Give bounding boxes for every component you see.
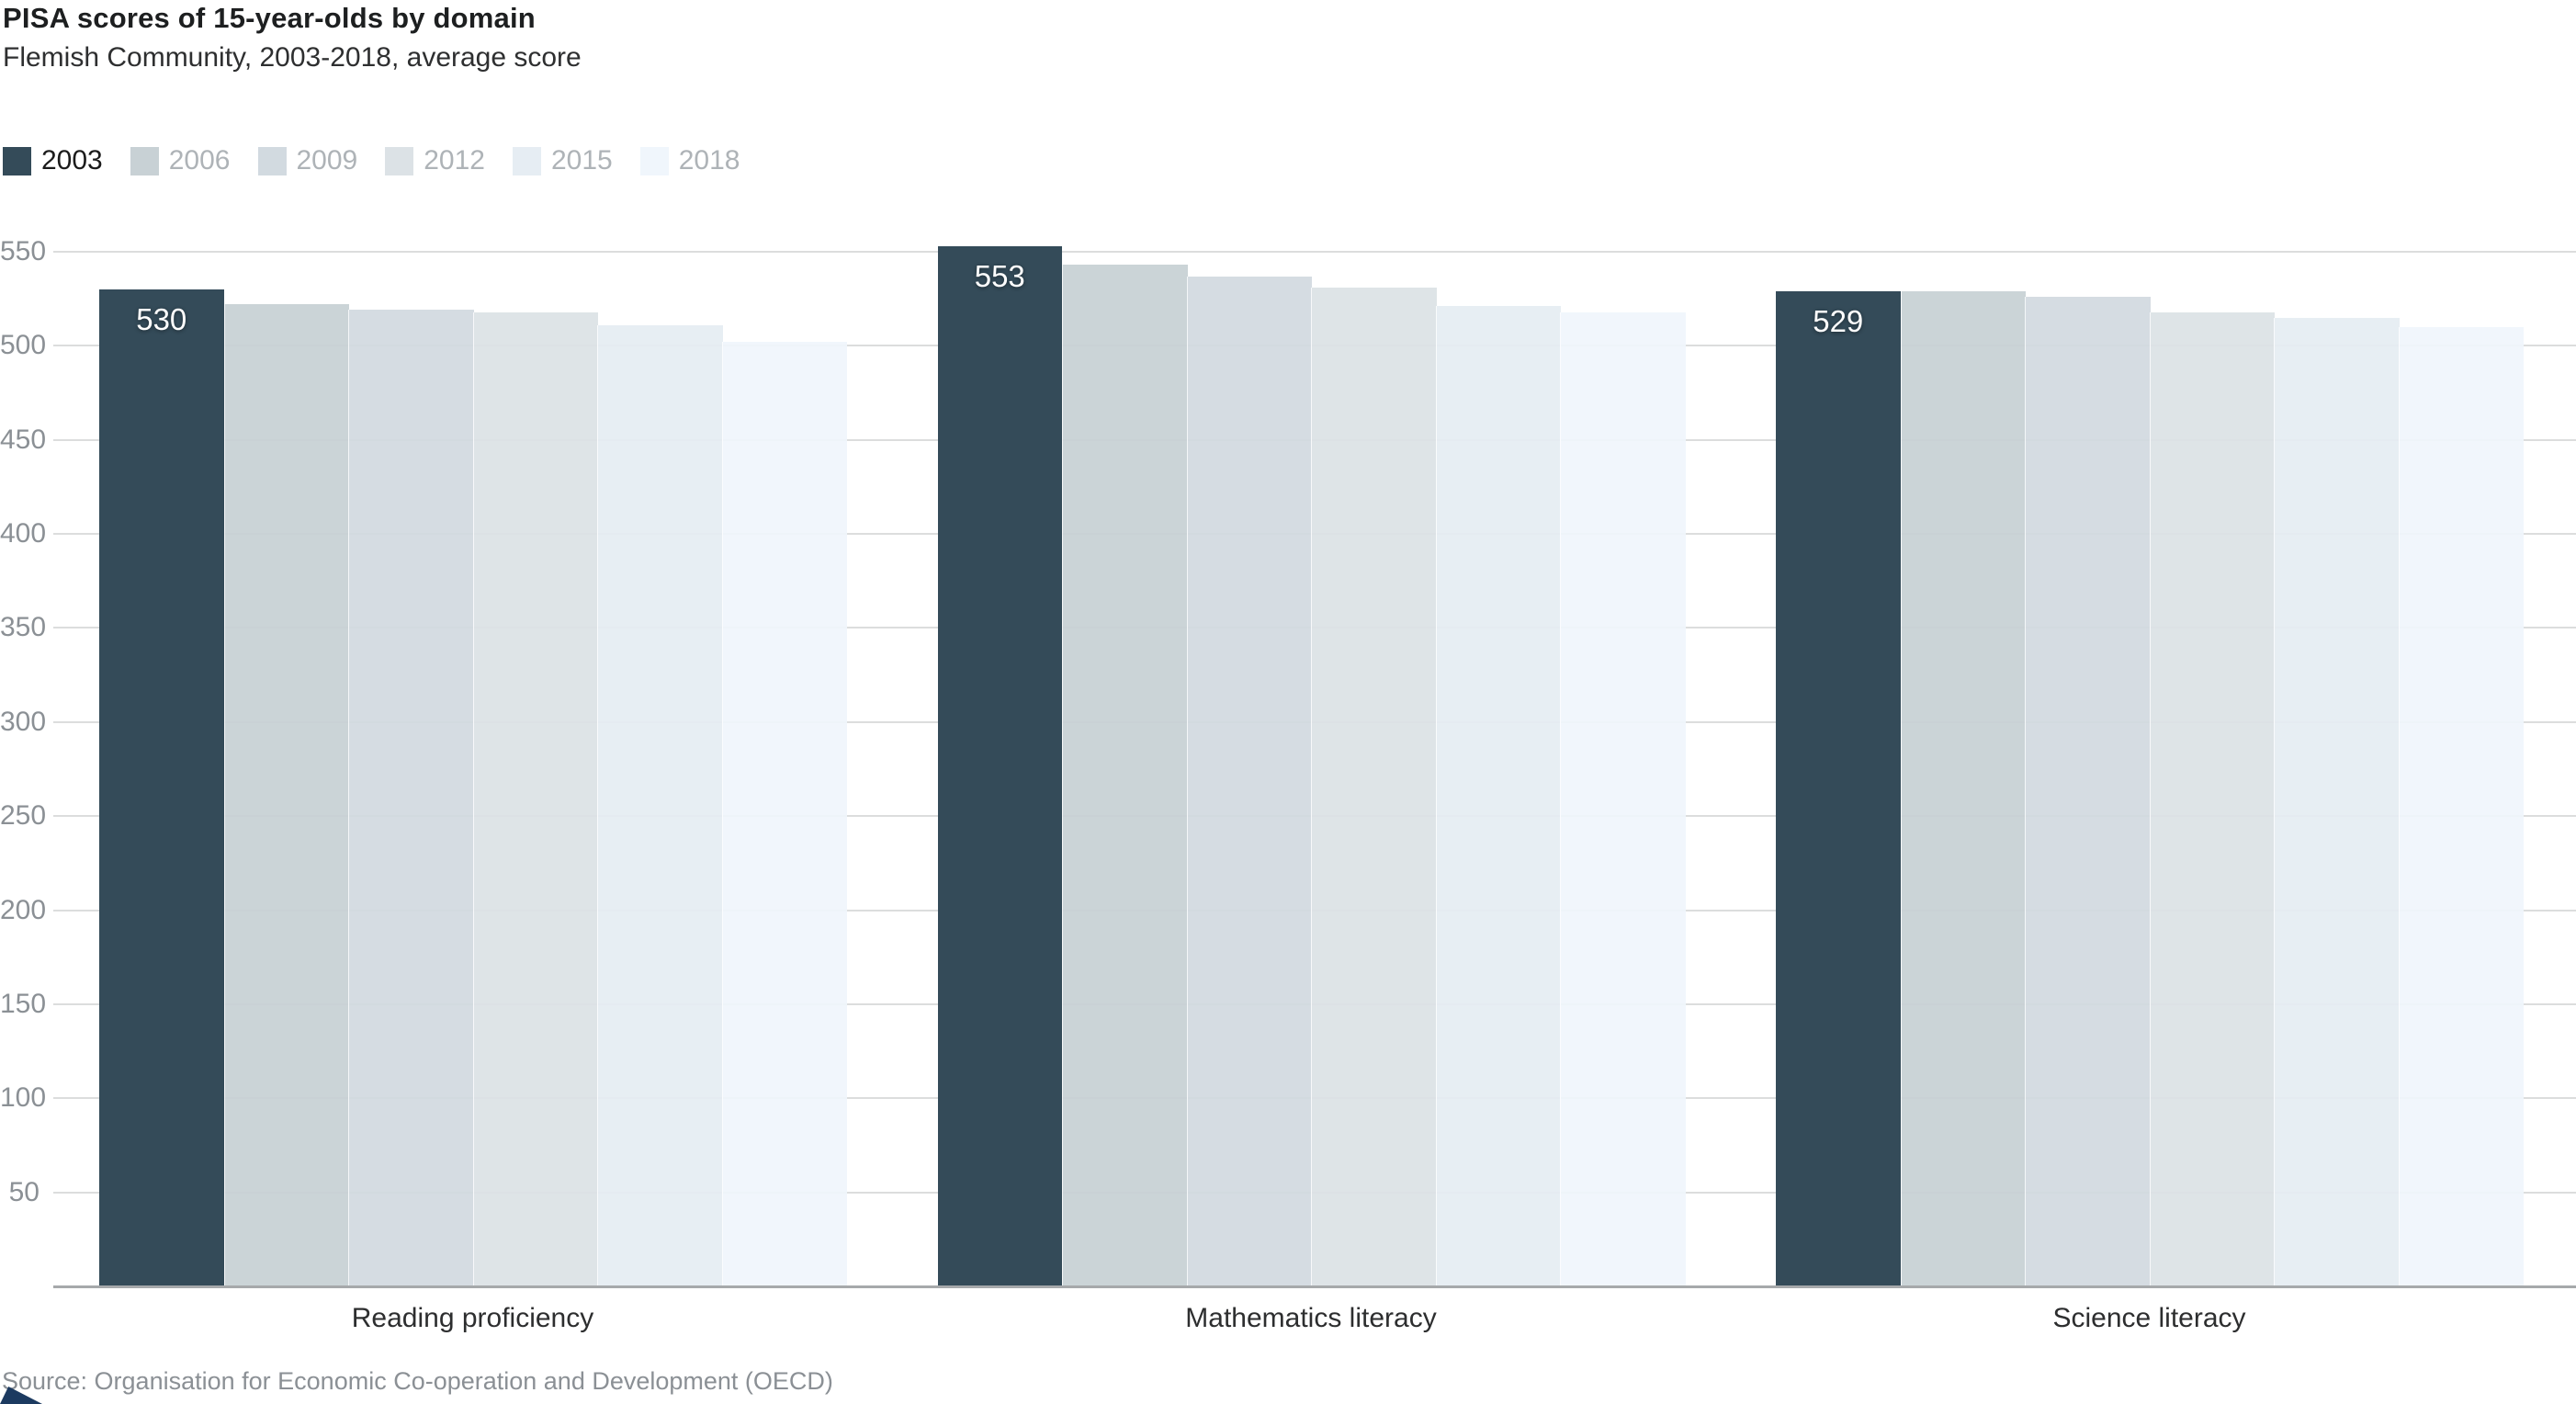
gridline-550 [53, 251, 2576, 253]
bar-2006-mathematics-literacy[interactable] [1062, 265, 1188, 1286]
legend-item-2009: 2009 [257, 145, 358, 176]
bar-2018-reading-proficiency[interactable] [721, 342, 847, 1286]
x-axis-label-reading-proficiency: Reading proficiency [351, 1303, 594, 1333]
bar-2012-mathematics-literacy[interactable] [1311, 287, 1437, 1286]
y-tick-label-450: 450 [0, 424, 47, 455]
x-axis-label-mathematics-literacy: Mathematics literacy [1185, 1303, 1437, 1333]
legend-label-2006: 2006 [168, 145, 231, 176]
x-axis-baseline [53, 1285, 2576, 1288]
y-tick-label-550: 550 [0, 236, 47, 266]
legend-label-2009: 2009 [296, 145, 358, 176]
legend-label-2003: 2003 [41, 145, 103, 176]
y-tick-label-100: 100 [0, 1082, 47, 1114]
bar-2009-science-literacy[interactable] [2025, 297, 2151, 1286]
y-tick-label-200: 200 [0, 894, 47, 925]
y-tick-label-400: 400 [0, 518, 47, 549]
legend-item-2012: 2012 [385, 145, 485, 176]
y-tick-label-50: 50 [8, 1176, 40, 1207]
bar-2015-reading-proficiency[interactable] [597, 324, 723, 1286]
bar-2015-mathematics-literacy[interactable] [1435, 306, 1561, 1286]
y-tick-label-300: 300 [0, 706, 47, 737]
bar-2006-reading-proficiency[interactable] [223, 304, 349, 1286]
bar-value-label: 529 [1813, 303, 1864, 338]
legend-label-2018: 2018 [678, 145, 740, 176]
source-note: Source: Organisation for Economic Co-ope… [2, 1367, 833, 1395]
chart-title: PISA scores of 15-year-olds by domain [3, 2, 536, 34]
legend-swatch-2009 [257, 146, 287, 176]
y-tick-label-500: 500 [0, 330, 47, 361]
legend-label-2015: 2015 [551, 145, 613, 176]
legend-swatch-2006 [130, 146, 159, 176]
bar-2003-science-literacy[interactable]: 529 [1776, 290, 1901, 1286]
y-tick-label-350: 350 [0, 612, 47, 643]
y-tick-label-150: 150 [0, 988, 47, 1019]
bar-2012-science-literacy[interactable] [2149, 311, 2275, 1286]
bar-2003-reading-proficiency[interactable]: 530 [99, 289, 224, 1286]
bar-2009-reading-proficiency[interactable] [348, 310, 474, 1286]
legend-item-2006: 2006 [130, 145, 231, 176]
legend: 2003 2006 2009 2012 2015 2018 [3, 145, 740, 176]
legend-item-2015: 2015 [513, 145, 613, 176]
x-axis-label-science-literacy: Science literacy [2052, 1303, 2246, 1333]
legend-label-2012: 2012 [424, 145, 485, 176]
legend-swatch-2003 [3, 146, 31, 176]
bar-value-label: 530 [136, 301, 187, 336]
legend-swatch-2012 [385, 146, 414, 176]
legend-item-2003: 2003 [3, 145, 103, 176]
bar-2009-mathematics-literacy[interactable] [1186, 276, 1312, 1286]
bar-2012-reading-proficiency[interactable] [472, 311, 598, 1286]
legend-swatch-2018 [639, 146, 669, 176]
bar-2003-mathematics-literacy[interactable]: 553 [937, 245, 1062, 1286]
bar-value-label: 553 [974, 258, 1025, 293]
legend-swatch-2015 [513, 146, 541, 176]
bar-2018-mathematics-literacy[interactable] [1560, 311, 1686, 1286]
bar-2018-science-literacy[interactable] [2398, 326, 2524, 1286]
bar-2006-science-literacy[interactable] [1900, 290, 2026, 1286]
y-tick-label-250: 250 [0, 800, 47, 832]
legend-item-2018: 2018 [639, 145, 740, 176]
chart-subtitle: Flemish Community, 2003-2018, average sc… [3, 42, 582, 73]
bar-2015-science-literacy[interactable] [2274, 317, 2400, 1286]
